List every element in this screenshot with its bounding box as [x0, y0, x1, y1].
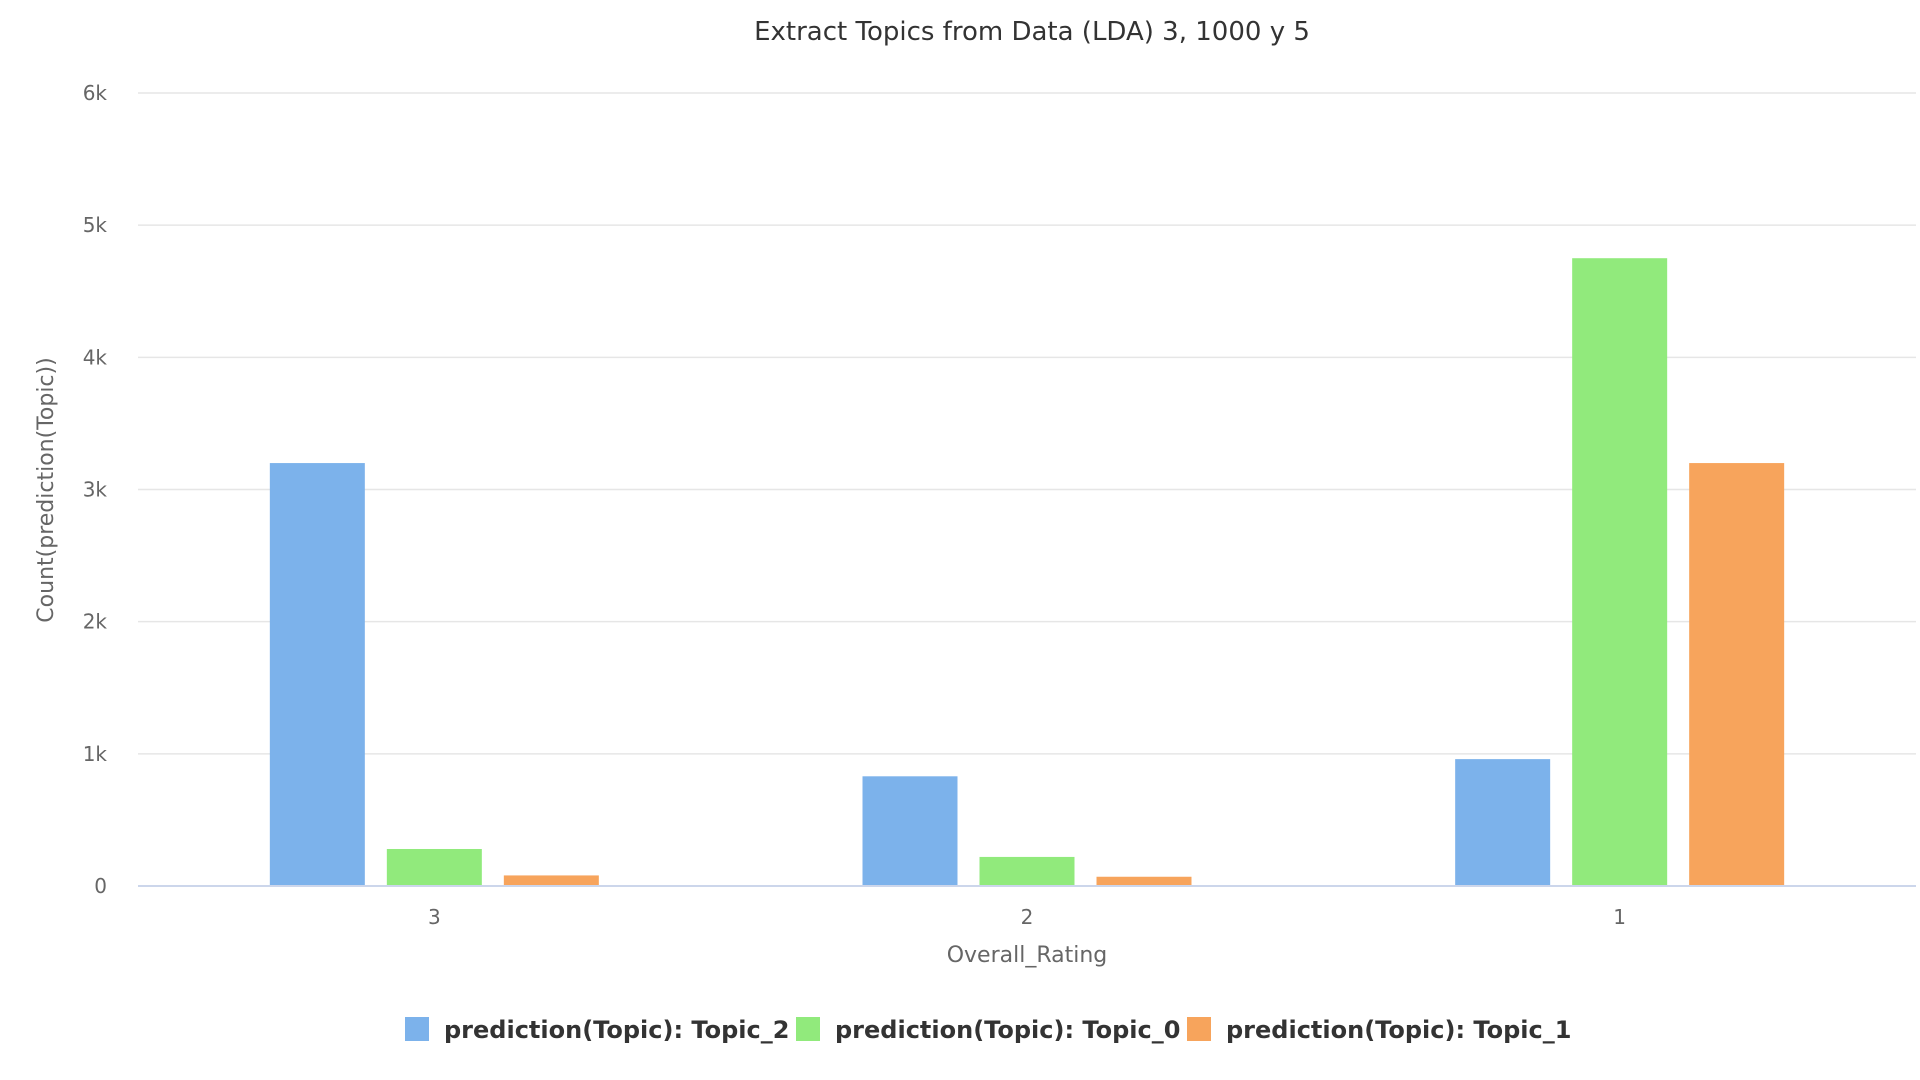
- bar-topic-1-rating-3[interactable]: [503, 875, 599, 886]
- y-axis-label: Count(prediction(Topic)): [34, 357, 59, 622]
- y-tick-label: 3k: [83, 478, 108, 502]
- legend-item[interactable]: prediction(Topic): Topic_0: [796, 1016, 1180, 1044]
- y-tick-label: 2k: [83, 610, 108, 634]
- legend-swatch: [405, 1017, 429, 1041]
- legend-swatch: [796, 1017, 820, 1041]
- x-tick-label: 2: [1021, 905, 1034, 929]
- bars: [269, 258, 1785, 886]
- y-tick-label: 0: [94, 874, 107, 898]
- bar-topic-0-rating-1[interactable]: [1572, 258, 1668, 886]
- bar-topic-2-rating-3[interactable]: [269, 463, 365, 886]
- legend-label: prediction(Topic): Topic_0: [835, 1016, 1180, 1044]
- y-tick-label: 5k: [83, 213, 108, 237]
- bar-topic-2-rating-1[interactable]: [1455, 759, 1551, 886]
- y-tick-label: 6k: [83, 81, 108, 105]
- x-tick-label: 3: [428, 905, 441, 929]
- legend[interactable]: prediction(Topic): Topic_2 prediction(Top…: [405, 1016, 1571, 1044]
- bar-topic-0-rating-2[interactable]: [979, 856, 1075, 886]
- bar-topic-1-rating-2[interactable]: [1096, 876, 1192, 886]
- legend-item[interactable]: prediction(Topic): Topic_1: [1187, 1016, 1571, 1044]
- legend-label: prediction(Topic): Topic_2: [444, 1016, 789, 1044]
- x-tick-label: 1: [1613, 905, 1626, 929]
- x-axis-ticks: 3 2 1: [428, 905, 1626, 929]
- bar-topic-2-rating-2[interactable]: [862, 776, 958, 886]
- y-axis-ticks: 0 1k 2k 3k 4k 5k 6k: [83, 81, 108, 898]
- y-tick-label: 1k: [83, 742, 108, 766]
- bar-topic-1-rating-1[interactable]: [1689, 463, 1785, 886]
- legend-label: prediction(Topic): Topic_1: [1226, 1016, 1571, 1044]
- chart-title: Extract Topics from Data (LDA) 3, 1000 y…: [754, 17, 1310, 47]
- legend-swatch: [1187, 1017, 1211, 1041]
- y-tick-label: 4k: [83, 345, 108, 369]
- bar-topic-0-rating-3[interactable]: [386, 848, 482, 886]
- legend-item[interactable]: prediction(Topic): Topic_2: [405, 1016, 789, 1044]
- x-axis-label: Overall_Rating: [947, 943, 1108, 968]
